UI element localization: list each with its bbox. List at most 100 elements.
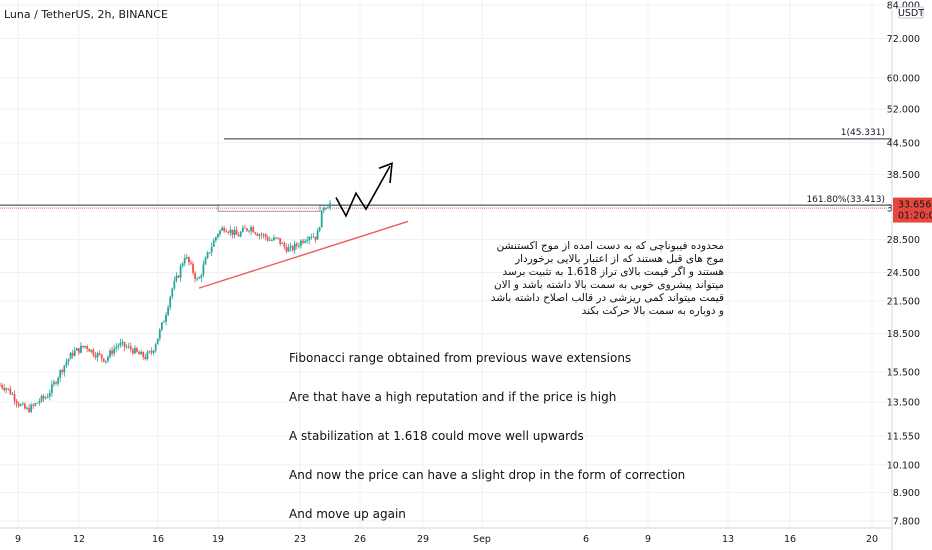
candle-body <box>293 243 296 251</box>
english-note-line: Fibonacci range obtained from previous w… <box>289 351 632 365</box>
y-tick-label: 44.500 <box>887 138 920 149</box>
currency-box <box>898 6 924 19</box>
candle-body <box>158 329 161 339</box>
candle-body <box>200 275 203 278</box>
candle-body <box>246 228 248 231</box>
candle-body <box>329 203 331 208</box>
candle-body <box>310 236 313 238</box>
support-trendline <box>198 220 409 289</box>
candle-body <box>266 237 269 241</box>
candle-body <box>113 348 116 354</box>
candle-body <box>5 388 8 391</box>
y-tick-label: 52.000 <box>887 105 920 116</box>
y-tick-label: 7.800 <box>893 517 920 528</box>
candle-body <box>302 240 304 243</box>
candle-body <box>322 208 325 211</box>
candle-body <box>206 252 209 258</box>
candle-body <box>77 348 80 353</box>
candle-body <box>125 346 128 348</box>
english-note-line: And move up again <box>289 507 406 521</box>
candle-body <box>1 384 3 388</box>
y-tick-label: 21.500 <box>887 296 920 307</box>
y-tick-label: 24.500 <box>887 268 920 279</box>
candle-body <box>264 234 267 238</box>
candle-body <box>65 362 68 366</box>
candle-body <box>15 400 18 404</box>
candle-body <box>227 232 230 233</box>
candle-body <box>297 245 300 247</box>
candle-body <box>3 387 6 391</box>
candle-body <box>190 262 192 264</box>
english-note: Fibonacci range obtained from previous w… <box>289 326 685 534</box>
candle-body <box>67 359 70 363</box>
candle-body <box>7 388 10 390</box>
candle-body <box>173 280 176 289</box>
candle-body <box>165 315 167 322</box>
candle-body <box>100 354 103 359</box>
candle-body <box>167 307 170 316</box>
english-note-line: A stabilization at 1.618 could move well… <box>289 429 584 443</box>
candle-body <box>262 234 265 236</box>
candle-body <box>61 370 64 373</box>
candle-body <box>239 232 242 237</box>
candle-body <box>55 382 57 384</box>
candle-body <box>92 349 95 356</box>
candle-body <box>217 234 219 238</box>
candle-body <box>169 296 172 308</box>
last-price-value: 33.656 <box>898 200 931 211</box>
candle-body <box>88 348 91 352</box>
candle-body <box>117 345 120 348</box>
candle-body <box>179 266 182 278</box>
projection-path <box>335 165 391 218</box>
candle-body <box>32 404 35 406</box>
candle-body <box>219 230 221 235</box>
candle-body <box>223 227 226 232</box>
candle-body <box>314 236 317 240</box>
candle-body <box>104 360 107 362</box>
projection-arrow <box>335 162 393 218</box>
candle-body <box>102 358 105 362</box>
candle-body <box>289 246 292 248</box>
candle-body <box>84 346 86 348</box>
candle-body <box>277 237 280 239</box>
x-tick-label: 29 <box>417 534 429 545</box>
candle-body <box>256 233 259 236</box>
candle-body <box>46 396 49 398</box>
candle-body <box>140 351 143 355</box>
candle-body <box>36 402 39 404</box>
candle-body <box>129 346 132 350</box>
y-tick-label: 13.500 <box>887 397 920 408</box>
candle-body <box>75 348 78 351</box>
candle-body <box>160 322 163 330</box>
candle-body <box>59 370 62 378</box>
candle-body <box>285 246 288 252</box>
candle-body <box>295 243 298 246</box>
candle-body <box>38 401 41 403</box>
fibonacci-levels: 1(45.331) 161.80%(33.413) <box>0 128 892 212</box>
candle-body <box>0 384 1 386</box>
candle-body <box>185 257 188 259</box>
candle-body <box>248 230 250 232</box>
y-tick-label: 28.500 <box>887 235 920 246</box>
candle-body <box>123 342 126 347</box>
candle-body <box>327 207 329 209</box>
candle-body <box>306 240 309 242</box>
candle-body <box>324 208 327 210</box>
last-price-badge <box>893 197 932 223</box>
candle-body <box>86 346 89 349</box>
candle-body <box>237 234 240 237</box>
candle-body <box>28 407 30 412</box>
x-tick-label: 20 <box>866 534 878 545</box>
candle-body <box>275 237 277 239</box>
chart-grid <box>0 0 892 528</box>
currency-label: USDT <box>898 8 924 19</box>
fib-level-1618-label: 161.80%(33.413) <box>806 195 885 205</box>
candle-body <box>11 394 14 396</box>
y-tick-label: 60.000 <box>887 74 920 85</box>
candle-body <box>96 353 99 358</box>
candle-body <box>225 231 228 233</box>
arrow-head <box>378 162 393 184</box>
candle-body <box>316 230 319 240</box>
